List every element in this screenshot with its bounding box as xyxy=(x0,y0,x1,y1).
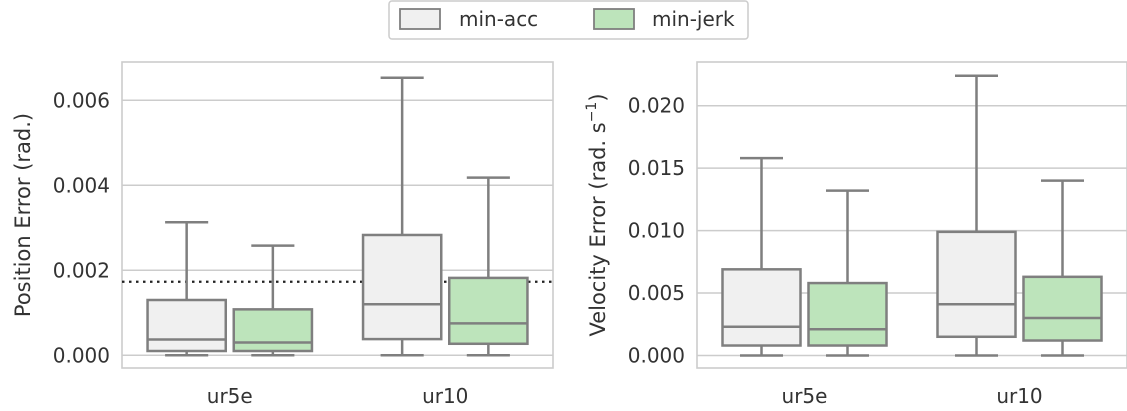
position-boxes xyxy=(146,76,529,357)
velocity-x-ticks: ur5e ur10 xyxy=(782,384,1043,408)
iqr-box xyxy=(361,233,443,341)
legend-label-min-jerk: min-jerk xyxy=(652,7,735,31)
velocity-y-tick-label: 0.020 xyxy=(628,94,685,118)
position-x-tick-label-ur10: ur10 xyxy=(422,384,468,408)
velocity-y-axis-label-close: ) xyxy=(586,93,610,101)
velocity-box-min-acc-ur10 xyxy=(936,74,1017,357)
velocity-y-tick-label: 0.010 xyxy=(628,219,685,243)
position-y-tick-label: 0.000 xyxy=(53,343,110,367)
velocity-y-axis-label: Velocity Error (rad. s−1) xyxy=(584,93,610,336)
velocity-box-min-jerk-ur10 xyxy=(1022,179,1103,357)
iqr-box xyxy=(448,276,529,346)
legend-swatch-min-jerk xyxy=(593,8,635,30)
velocity-y-tick-label: 0.005 xyxy=(628,281,685,305)
position-box-min-acc-ur5e xyxy=(146,220,227,357)
velocity-y-tick-label: 0.015 xyxy=(628,156,685,180)
velocity-error-panel: 0.000 0.005 0.010 0.015 0.020 ur5e ur10 Veloc… xyxy=(584,61,1127,408)
position-gridlines xyxy=(122,99,553,356)
position-y-tick-label: 0.002 xyxy=(53,258,110,282)
velocity-box-min-acc-ur5e xyxy=(721,156,802,357)
velocity-y-axis-label-exponent: −1 xyxy=(584,102,600,123)
legend-label-min-acc: min-acc xyxy=(459,7,538,31)
iqr-box xyxy=(232,308,314,353)
velocity-y-axis-label-main: Velocity Error (rad. s xyxy=(586,122,610,336)
iqr-box xyxy=(1022,275,1103,342)
velocity-box-min-jerk-ur5e xyxy=(807,189,888,357)
position-box-min-acc-ur10 xyxy=(361,76,443,357)
position-box-min-jerk-ur10 xyxy=(448,176,529,357)
position-y-tick-label: 0.006 xyxy=(53,88,110,112)
legend-swatch-min-acc xyxy=(399,8,441,30)
velocity-boxes xyxy=(721,74,1103,357)
iqr-box xyxy=(721,268,802,347)
position-box-min-jerk-ur5e xyxy=(232,244,314,357)
legend: min-acc min-jerk xyxy=(388,0,749,40)
velocity-y-ticks: 0.000 0.005 0.010 0.015 0.020 xyxy=(628,94,685,368)
iqr-box xyxy=(146,298,227,353)
velocity-x-tick-label-ur10: ur10 xyxy=(996,384,1042,408)
position-y-tick-label: 0.004 xyxy=(53,173,110,197)
position-y-axis-label: Position Error (rad.) xyxy=(11,113,35,317)
position-x-tick-label-ur5e: ur5e xyxy=(207,384,253,408)
velocity-x-tick-label-ur5e: ur5e xyxy=(782,384,828,408)
legend-frame xyxy=(388,0,749,40)
position-error-panel: 0.000 0.002 0.004 0.006 ur5e ur10 Position E… xyxy=(11,61,554,408)
iqr-box xyxy=(936,230,1017,339)
iqr-box xyxy=(807,281,888,347)
velocity-y-tick-label: 0.000 xyxy=(628,344,685,368)
position-x-ticks: ur5e ur10 xyxy=(207,384,469,408)
position-y-ticks: 0.000 0.002 0.004 0.006 xyxy=(53,88,110,367)
